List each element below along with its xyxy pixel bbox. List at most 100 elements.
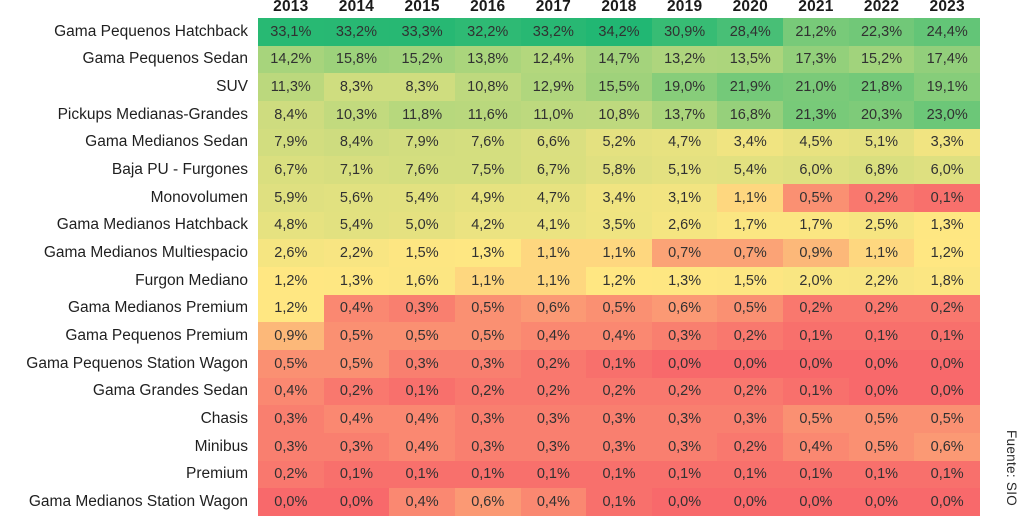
heatmap-cell: 0,3% [258, 405, 324, 433]
year-header: 2023 [914, 0, 980, 18]
heatmap-cell: 0,1% [586, 488, 652, 516]
heatmap-cell: 16,8% [717, 100, 784, 129]
heatmap-cell: 1,7% [717, 211, 784, 240]
row-label: Gama Pequenos Premium [0, 322, 258, 350]
heatmap-cell: 0,3% [651, 432, 718, 461]
heatmap-cell: 2,2% [848, 266, 915, 295]
heatmap-cell: 0,3% [454, 349, 521, 378]
heatmap-cell: 5,2% [586, 128, 652, 157]
heatmap-cell: 1,2% [914, 239, 980, 267]
heatmap-cell: 0,2% [848, 294, 915, 323]
heatmap-cell: 21,0% [783, 73, 849, 101]
heatmap-cell: 1,2% [258, 266, 324, 295]
heatmap-cell: 0,0% [848, 377, 915, 406]
heatmap-cell: 1,6% [389, 266, 455, 295]
heatmap-cell: 0,1% [454, 460, 521, 489]
heatmap-cell: 30,9% [651, 18, 718, 46]
heatmap-cell: 3,3% [914, 128, 980, 157]
heatmap-cell: 3,1% [651, 183, 718, 212]
heatmap-cell: 7,5% [454, 156, 521, 184]
year-header: 2020 [717, 0, 784, 18]
heatmap-cell: 2,2% [323, 239, 390, 267]
heatmap-cell: 6,6% [520, 128, 587, 157]
row-label: Gama Pequenos Hatchback [0, 18, 258, 46]
heatmap-cell: 1,8% [914, 266, 980, 295]
heatmap-cell: 1,1% [717, 183, 784, 212]
heatmap-table: 2013 2014 2015 2016 2017 2018 2019 2020 2021 2022… [0, 0, 980, 516]
heatmap-cell: 24,4% [914, 18, 980, 46]
heatmap-cell: 21,3% [783, 100, 849, 129]
heatmap-cell: 0,1% [389, 377, 455, 406]
heatmap-cell: 0,4% [783, 432, 849, 461]
heatmap-cell: 0,5% [323, 322, 390, 350]
heatmap-cell: 11,6% [454, 100, 521, 129]
heatmap-cell: 0,2% [914, 294, 980, 323]
year-header: 2013 [258, 0, 324, 18]
heatmap-cell: 5,0% [389, 211, 455, 240]
heatmap-cell: 0,5% [717, 294, 784, 323]
heatmap-cell: 34,2% [586, 18, 652, 46]
heatmap-cell: 0,6% [454, 488, 521, 516]
heatmap-cell: 5,1% [848, 128, 915, 157]
heatmap-cell: 0,3% [258, 432, 324, 461]
heatmap-cell: 0,1% [520, 460, 587, 489]
heatmap-cell: 0,6% [520, 294, 587, 323]
heatmap-cell: 19,0% [651, 73, 718, 101]
heatmap-cell: 2,0% [783, 266, 849, 295]
year-header: 2014 [323, 0, 390, 18]
year-header: 2015 [389, 0, 455, 18]
heatmap-cell: 0,0% [258, 488, 324, 516]
heatmap-cell: 0,0% [914, 349, 980, 378]
heatmap-cell: 0,3% [651, 405, 718, 433]
heatmap-cell: 5,4% [717, 156, 784, 184]
heatmap-cell: 5,9% [258, 183, 324, 212]
heatmap-cell: 0,1% [323, 460, 390, 489]
heatmap-cell: 0,2% [454, 377, 521, 406]
heatmap-cell: 8,4% [323, 128, 390, 157]
heatmap-cell: 0,3% [586, 405, 652, 433]
heatmap-cell: 1,1% [454, 266, 521, 295]
row-label: Gama Medianos Multiespacio [0, 239, 258, 267]
row-label: SUV [0, 73, 258, 101]
heatmap-cell: 0,4% [520, 322, 587, 350]
heatmap-cell: 0,1% [783, 460, 849, 489]
heatmap-cell: 11,3% [258, 73, 324, 101]
heatmap-cell: 0,6% [914, 432, 980, 461]
heatmap-cell: 1,1% [848, 239, 915, 267]
heatmap-cell: 0,5% [848, 432, 915, 461]
heatmap-cell: 4,5% [783, 128, 849, 157]
heatmap-cell: 0,0% [783, 349, 849, 378]
heatmap-cell: 10,8% [454, 73, 521, 101]
heatmap-cell: 2,6% [258, 239, 324, 267]
row-label: Premium [0, 460, 258, 489]
heatmap-cell: 0,1% [586, 349, 652, 378]
heatmap-cell: 13,8% [454, 45, 521, 74]
heatmap-cell: 15,5% [586, 73, 652, 101]
heatmap-cell: 4,7% [651, 128, 718, 157]
year-header: 2016 [454, 0, 521, 18]
heatmap-cell: 0,0% [848, 349, 915, 378]
heatmap-cell: 0,3% [717, 405, 784, 433]
heatmap-cell: 1,7% [783, 211, 849, 240]
heatmap-cell: 17,4% [914, 45, 980, 74]
heatmap-cell: 5,4% [323, 211, 390, 240]
heatmap-cell: 3,5% [586, 211, 652, 240]
row-label: Gama Pequenos Station Wagon [0, 349, 258, 378]
heatmap-cell: 0,0% [717, 349, 784, 378]
heatmap-cell: 1,2% [586, 266, 652, 295]
heatmap-cell: 6,7% [520, 156, 587, 184]
heatmap-cell: 0,3% [454, 405, 521, 433]
heatmap-cell: 14,7% [586, 45, 652, 74]
heatmap-cell: 0,0% [717, 488, 784, 516]
heatmap-cell: 1,3% [323, 266, 390, 295]
heatmap-cell: 4,8% [258, 211, 324, 240]
heatmap-cell: 8,3% [389, 73, 455, 101]
heatmap-cell: 3,4% [717, 128, 784, 157]
heatmap-cell: 10,8% [586, 100, 652, 129]
heatmap-cell: 0,4% [323, 294, 390, 323]
heatmap-cell: 4,7% [520, 183, 587, 212]
heatmap-cell: 10,3% [323, 100, 390, 129]
heatmap-cell: 0,1% [783, 322, 849, 350]
heatmap-cell: 0,1% [914, 183, 980, 212]
